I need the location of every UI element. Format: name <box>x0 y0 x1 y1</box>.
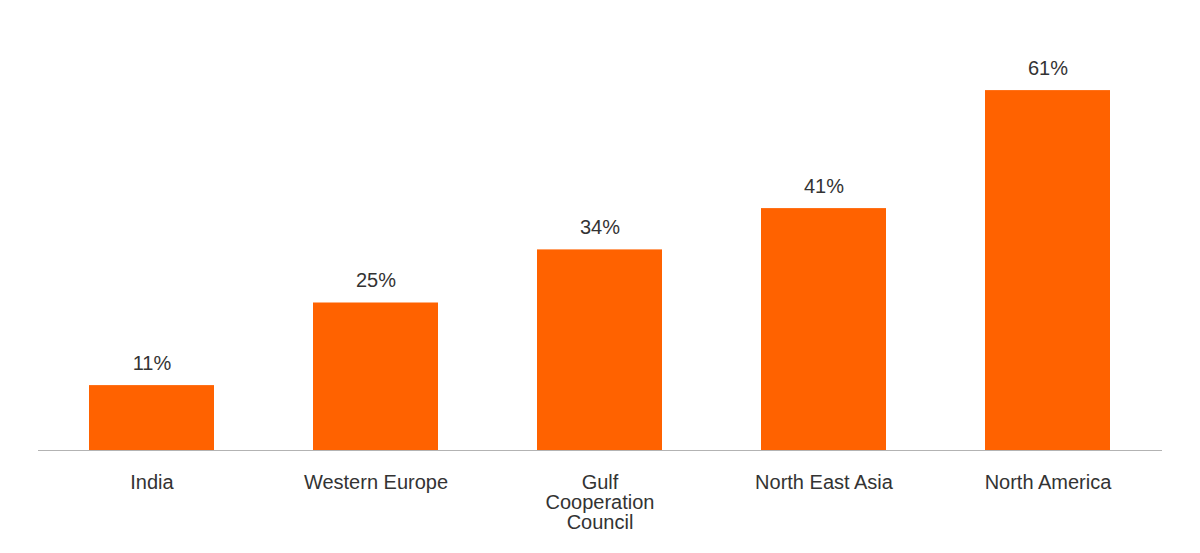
svg-text:34%: 34% <box>580 216 620 238</box>
svg-text:11%: 11% <box>133 352 172 374</box>
svg-text:GulfCooperationCouncil: GulfCooperationCouncil <box>546 471 655 533</box>
svg-text:North East Asia: North East Asia <box>755 471 894 493</box>
svg-text:India: India <box>130 471 174 493</box>
svg-text:41%: 41% <box>804 175 844 197</box>
svg-text:61%: 61% <box>1028 57 1068 79</box>
svg-text:25%: 25% <box>356 269 396 291</box>
svg-text:North America: North America <box>985 471 1113 493</box>
svg-text:Western Europe: Western Europe <box>304 471 448 493</box>
